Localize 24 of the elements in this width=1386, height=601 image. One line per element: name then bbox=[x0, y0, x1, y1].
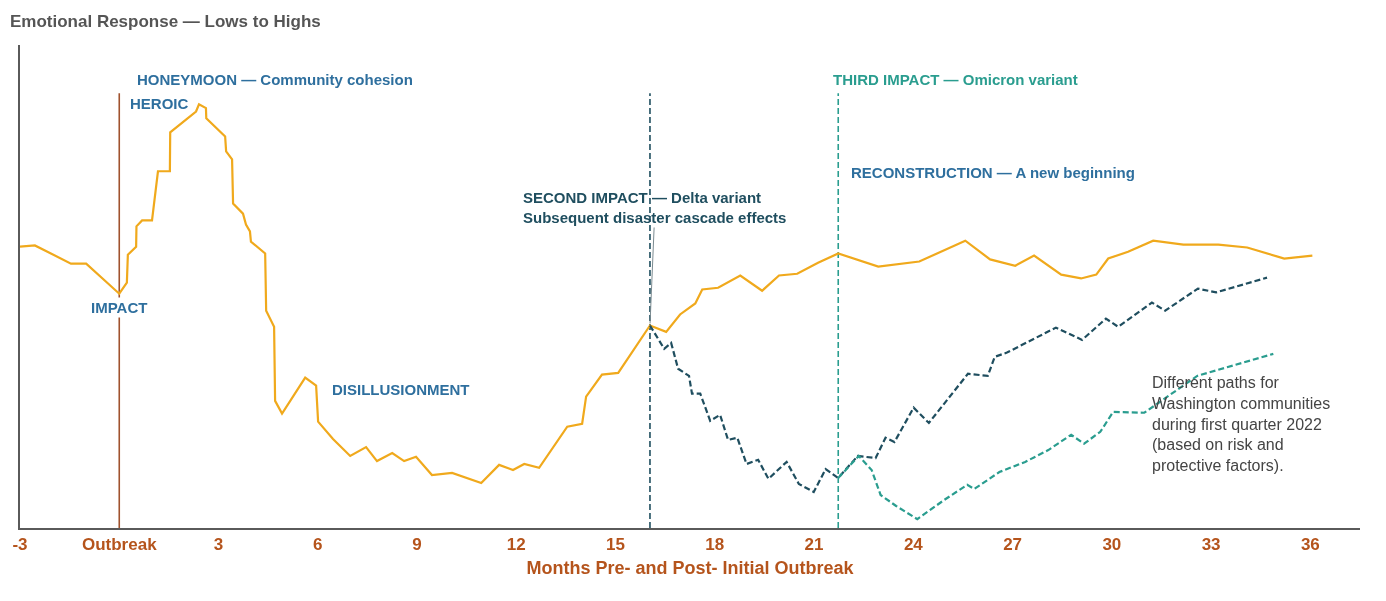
text: HONEYMOON — Community cohesion bbox=[137, 71, 413, 88]
x-tick-label: 24 bbox=[903, 535, 924, 555]
x-tick-label: 30 bbox=[1102, 535, 1122, 555]
x-tick-label: 33 bbox=[1201, 535, 1221, 555]
annotation: DISILLUSIONMENT bbox=[332, 381, 470, 398]
x-tick-label: 18 bbox=[705, 535, 725, 555]
x-tick-label: 12 bbox=[506, 535, 526, 555]
x-tick-label: 21 bbox=[804, 535, 824, 555]
x-tick-label: 6 bbox=[313, 535, 323, 555]
x-tick-label: 3 bbox=[213, 535, 224, 555]
x-tick-label: 36 bbox=[1300, 535, 1320, 555]
annotation: SECOND IMPACT — Delta variant Subsequent disaster cascade effects bbox=[523, 189, 787, 226]
annotation: Different paths for Washington communities during first quarter 2022 (based on risk and protective factors). bbox=[1152, 374, 1331, 475]
text: THIRD IMPACT — Omicron variant bbox=[833, 71, 1078, 88]
y-axis-title: Emotional Response — Lows to Highs bbox=[10, 12, 321, 31]
annotation: IMPACT bbox=[91, 299, 148, 316]
x-tick-label: 27 bbox=[1003, 535, 1023, 555]
x-axis-title: Months Pre- and Post- Initial Outbreak bbox=[526, 558, 855, 578]
x-tick-label: 15 bbox=[606, 535, 626, 555]
annotation: HEROIC bbox=[130, 95, 189, 112]
x-tick-label: Outbreak bbox=[81, 535, 158, 555]
x-tick-label: -3 bbox=[12, 535, 28, 555]
x-tick-label: 9 bbox=[412, 535, 422, 555]
annotation: RECONSTRUCTION — A new beginning bbox=[851, 164, 1135, 181]
